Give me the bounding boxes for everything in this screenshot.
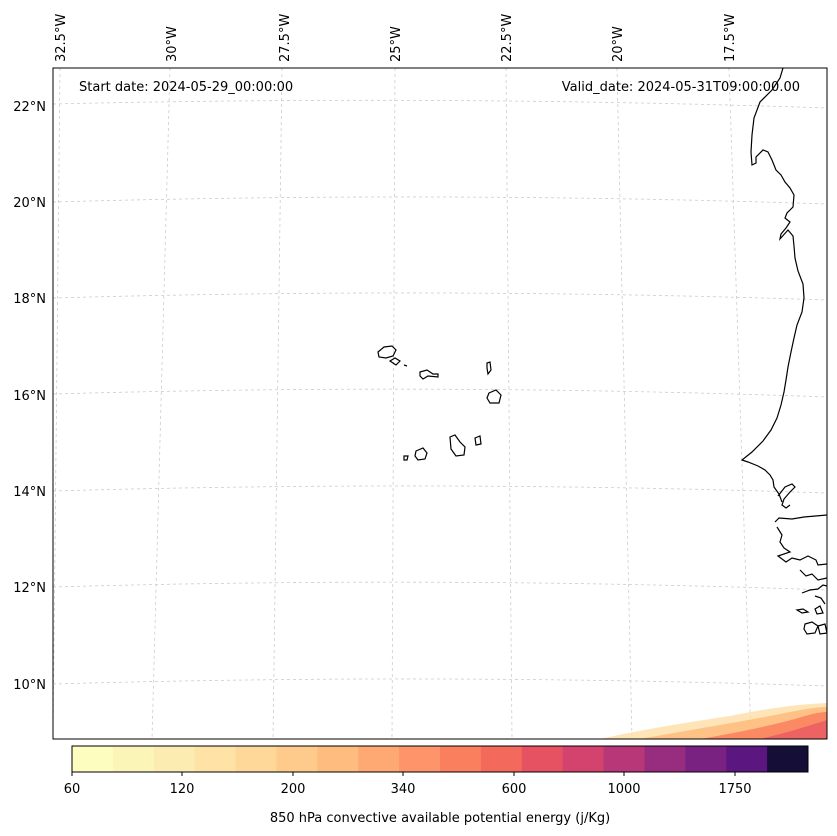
colorbar-swatch (767, 746, 809, 772)
island-santiago (449, 434, 466, 457)
island-brava (403, 455, 409, 461)
colorbar-swatch (480, 746, 523, 772)
meridian-gridlines (53, 68, 752, 739)
island-boa-vista (486, 389, 502, 404)
colorbar-swatch (603, 746, 645, 772)
island-sao-nicolau (419, 369, 439, 380)
colorbar-swatch (235, 746, 277, 772)
island-sao-vicente (388, 357, 401, 366)
mauritania-senegal-coast (740, 68, 805, 503)
lon-label-22-5w: 22.5°W (500, 14, 515, 62)
lon-label-27-5w: 27.5°W (278, 14, 293, 62)
longitude-labels: 32.5°W 30°W 27.5°W 25°W 22.5°W 20°W 17.5… (54, 14, 738, 62)
colorbar-swatch (72, 746, 114, 772)
colorbar-swatch (194, 746, 237, 772)
lon-label-30w: 30°W (165, 26, 180, 62)
island-sal (486, 361, 492, 376)
west-africa-coastline (740, 68, 827, 635)
lon-label-25w: 25°W (389, 26, 404, 62)
colorbar-swatch (276, 746, 318, 772)
lat-label-20n: 20°N (13, 196, 46, 211)
lon-label-20w: 20°W (611, 26, 626, 62)
colorbar-title: 850 hPa convective available potential e… (270, 811, 610, 826)
colorbar-tick-1000: 1000 (607, 782, 640, 797)
island-fogo (414, 447, 428, 461)
lat-label-22n: 22°N (13, 100, 46, 115)
valid-date-label: Valid_date: 2024-05-31T09:00:00.00 (562, 80, 800, 95)
cape-verde-islands (377, 345, 502, 461)
lat-label-10n: 10°N (13, 678, 46, 693)
parallel-gridlines (53, 99, 827, 687)
guinea-bissau-coast (774, 514, 827, 605)
colorbar-swatch (521, 746, 564, 772)
colorbar-tick-120: 120 (170, 782, 195, 797)
colorbar-tick-labels: 60 120 200 340 600 1000 1750 (64, 782, 752, 797)
colorbar-swatch (562, 746, 605, 772)
map-background (53, 68, 827, 739)
lat-label-12n: 12°N (13, 581, 46, 596)
map-panel: Start date: 2024-05-29_00:00:00 Valid_da… (13, 14, 828, 740)
lon-label-32-5w: 32.5°W (54, 14, 69, 62)
island-santa-luzia (403, 364, 408, 367)
colorbar-ticks (71, 772, 736, 776)
colorbar-swatch (440, 746, 482, 772)
colorbar-border (71, 745, 809, 773)
colorbar-swatch (112, 746, 155, 772)
colorbar-tick-200: 200 (281, 782, 306, 797)
colorbar-tick-600: 600 (502, 782, 527, 797)
island-santo-antao (377, 345, 397, 359)
colorbar-swatches (72, 746, 809, 772)
start-date-label: Start date: 2024-05-29_00:00:00 (79, 80, 293, 95)
lat-label-14n: 14°N (13, 485, 46, 500)
island-maio (474, 435, 482, 446)
latitude-labels: 22°N 20°N 18°N 16°N 14°N 12°N 10°N (13, 100, 46, 693)
guinea-islands (795, 605, 827, 635)
lat-label-16n: 16°N (13, 389, 46, 404)
colorbar-swatch (317, 746, 359, 772)
colorbar-swatch (358, 746, 400, 772)
colorbar-swatch (726, 746, 768, 772)
colorbar-tick-1750: 1750 (718, 782, 751, 797)
colorbar-swatch (153, 746, 196, 772)
cape-shading (600, 703, 827, 739)
map-border (52, 67, 828, 740)
colorbar-swatch (399, 746, 441, 772)
colorbar: 60 120 200 340 600 1000 1750 850 hPa con… (64, 745, 809, 826)
colorbar-tick-60: 60 (64, 782, 81, 797)
lat-label-18n: 18°N (13, 292, 46, 307)
lon-label-17-5w: 17.5°W (723, 14, 738, 62)
colorbar-tick-340: 340 (391, 782, 416, 797)
colorbar-swatch (685, 746, 727, 772)
gambia-estuary (777, 483, 796, 509)
colorbar-swatch (644, 746, 686, 772)
